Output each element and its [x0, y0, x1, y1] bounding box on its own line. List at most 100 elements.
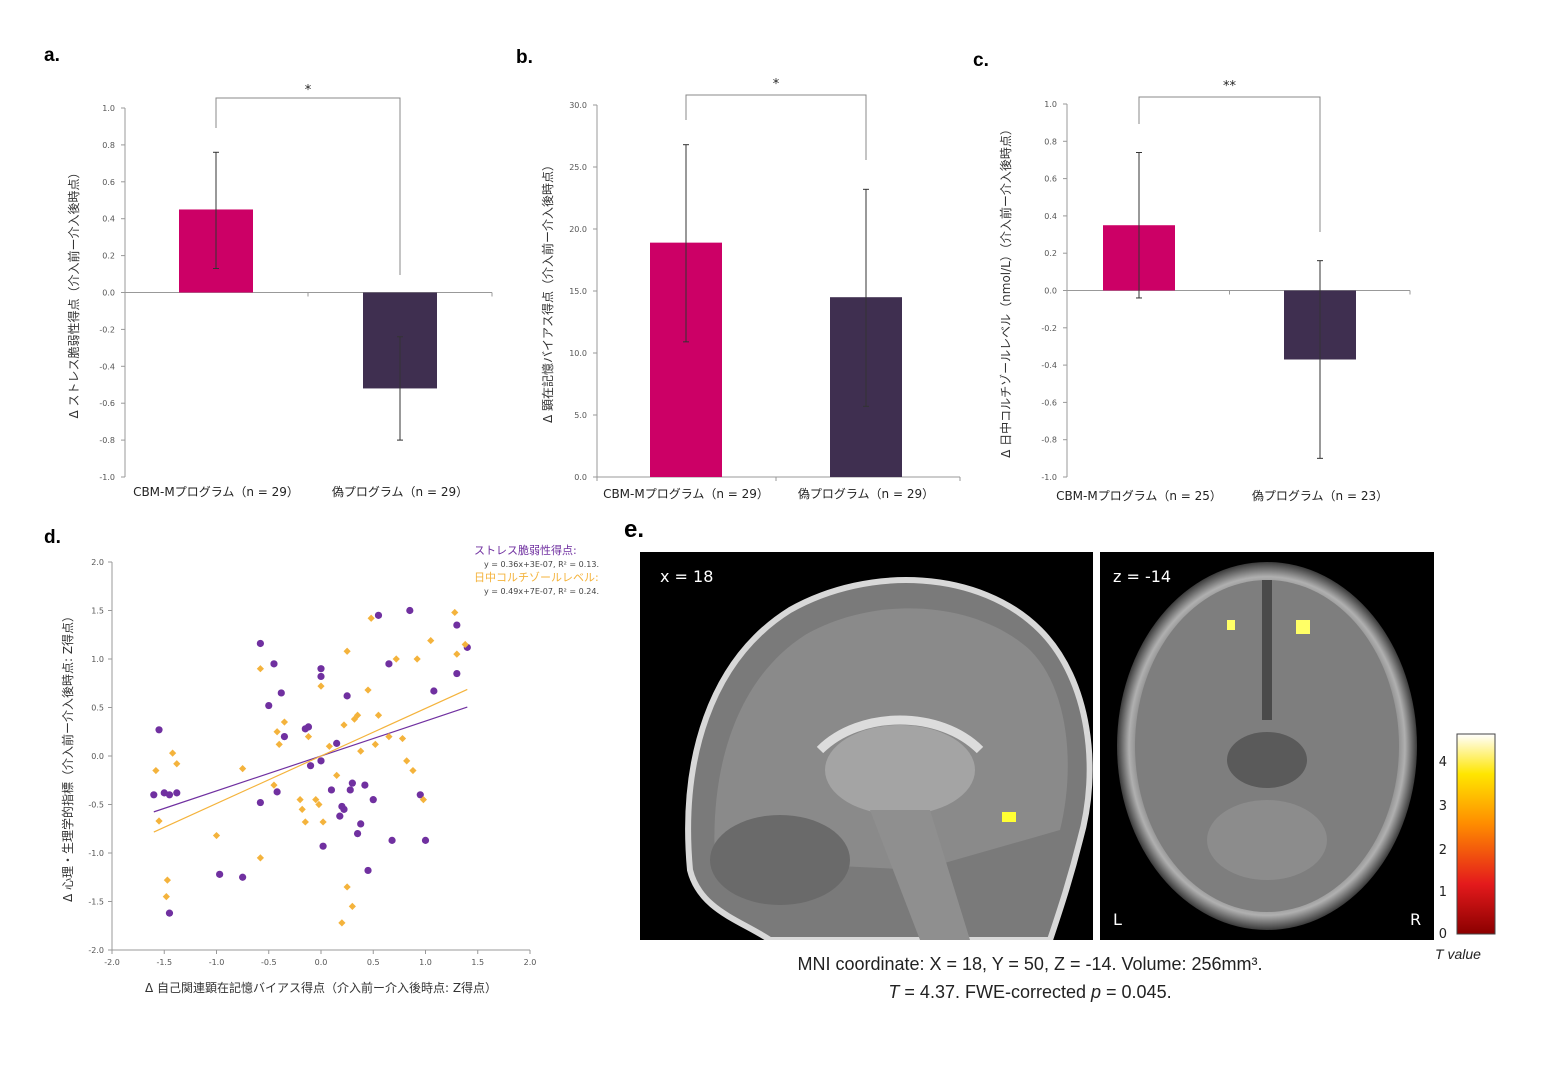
- scatter-point-stress: [416, 791, 424, 799]
- scatter-point-cortisol: [409, 766, 417, 775]
- scatter-point-cortisol: [364, 686, 372, 694]
- scatter-point-cortisol: [296, 796, 304, 804]
- scatter-point-cortisol: [451, 608, 459, 617]
- activation-axial-right: [1296, 620, 1310, 634]
- activation-axial-left: [1227, 620, 1235, 630]
- y-tick-label-a: -1.0: [99, 473, 115, 482]
- scatter-point-stress: [304, 723, 313, 731]
- y-tick-label-c: 0.8: [1044, 137, 1057, 146]
- category-label-b: 偽プログラム（n = 29）: [798, 487, 934, 501]
- y-tick-label-a: -0.2: [99, 325, 115, 334]
- scatter-point-cortisol: [163, 876, 171, 884]
- scatter-point-stress: [165, 791, 174, 799]
- scatter-point-stress: [348, 779, 356, 787]
- category-label-a: CBM-Mプログラム（n = 29）: [133, 485, 299, 499]
- scatter-point-stress: [239, 873, 247, 881]
- colorbar-tick-0: 0: [1439, 927, 1447, 940]
- scatter-point-cortisol: [392, 655, 400, 663]
- scatter-point-stress: [306, 762, 315, 770]
- scatter-point-cortisol: [280, 718, 289, 726]
- scatter-point-stress: [430, 687, 438, 695]
- scatter-point-cortisol: [256, 665, 264, 673]
- y-tick-label-c: -0.6: [1041, 398, 1057, 407]
- scatter-point-cortisol: [155, 817, 163, 825]
- scatter-point-stress: [317, 757, 325, 765]
- trendline-stress: [153, 706, 468, 813]
- axial-left-label: L: [1113, 910, 1122, 929]
- panel-letter-d: d.: [44, 527, 61, 548]
- y-tick-label-a: -0.8: [99, 436, 115, 445]
- scatter-point-stress: [385, 660, 393, 668]
- scatter-point-stress: [340, 805, 348, 813]
- y-tick-label-d: 0.0: [91, 752, 104, 761]
- y-tick-label-a: 0.4: [102, 215, 115, 224]
- scatter-point-cortisol: [343, 647, 351, 655]
- colorbar-tick-4: 4: [1439, 755, 1447, 770]
- mni-caption-line2: T = 4.37. FWE-corrected p = 0.045.: [888, 982, 1172, 1002]
- scatter-point-cortisol: [453, 650, 461, 658]
- panel-letter-b: b.: [516, 47, 533, 68]
- scatter-point-cortisol: [319, 818, 327, 826]
- x-axis-label-d: Δ 自己関連顕在記憶バイアス得点（介入前ー介入後時点: Z得点）: [145, 980, 497, 995]
- y-axis-label-a: Δ ストレス脆弱性得点（介入前ー介入後時点）: [66, 166, 81, 418]
- scatter-point-cortisol: [301, 818, 309, 826]
- x-tick-label-d: -2.0: [104, 958, 120, 967]
- colorbar: [1456, 733, 1496, 935]
- scatter-point-stress: [364, 866, 372, 875]
- y-tick-label-d: -0.5: [88, 801, 104, 810]
- scatter-point-stress: [374, 611, 383, 619]
- y-tick-label-d: 0.5: [91, 704, 104, 713]
- significance-bracket-b: [685, 94, 867, 160]
- scatter-point-stress: [357, 820, 365, 828]
- panel-letter-a: a.: [44, 45, 60, 66]
- scatter-point-stress: [346, 786, 354, 794]
- bar-chart-memory-bias: 30.0 25.0 20.0 15.0 10.0 5.0 0.0 CBM-Mプログラム（n =…: [540, 77, 961, 501]
- y-tick-label-c: 0.2: [1044, 249, 1057, 258]
- scatter-point-cortisol: [256, 854, 264, 862]
- scatter-plot: 2.0 1.5 1.0 0.5 0.0 -0.5 -1.0 -1.5 -2.0-2.0 -1.5 -…: [60, 543, 599, 995]
- mni-caption-line1: MNI coordinate: X = 18, Y = 50, Z = -14.…: [797, 954, 1263, 974]
- y-tick-label-d: 1.5: [91, 607, 104, 616]
- y-tick-label-c: -1.0: [1041, 473, 1057, 482]
- significance-marker-c: **: [1223, 79, 1237, 94]
- y-tick-label-b: 10.0: [569, 349, 587, 358]
- x-tick-label-d: 2.0: [524, 958, 537, 967]
- y-tick-label-d: -1.0: [88, 849, 104, 858]
- scatter-point-cortisol: [273, 728, 281, 736]
- y-tick-label-c: 0.4: [1044, 212, 1057, 221]
- y-tick-label-d: 2.0: [91, 558, 104, 567]
- panel-letter-e: e.: [624, 516, 645, 543]
- scatter-point-stress: [256, 639, 264, 648]
- scatter-point-cortisol: [212, 831, 221, 840]
- mri-panel: x = 18 z = -14 L R 4 3 2 1 0: [640, 552, 1496, 940]
- scatter-point-stress: [333, 739, 341, 747]
- scatter-point-stress: [317, 665, 325, 673]
- x-tick-label-d: 0.5: [367, 958, 380, 967]
- scatter-point-cortisol: [173, 760, 181, 768]
- scatter-point-cortisol: [398, 734, 407, 743]
- category-label-c: 偽プログラム（n = 23）: [1252, 489, 1388, 503]
- scatter-point-stress: [327, 786, 336, 794]
- y-tick-label-c: -0.8: [1041, 436, 1057, 445]
- y-axis-label-b: Δ 顕在記憶バイアス得点（介入前ー介入後時点）: [540, 159, 555, 423]
- x-tick-label-d: 1.0: [419, 958, 432, 967]
- scatter-point-stress: [277, 689, 285, 697]
- y-tick-label-c: -0.2: [1041, 324, 1057, 333]
- category-label-b: CBM-Mプログラム（n = 29）: [603, 487, 769, 501]
- x-tick-label-d: -1.5: [156, 958, 172, 967]
- scatter-point-cortisol: [348, 902, 356, 910]
- y-tick-label-d: 1.0: [91, 655, 104, 664]
- scatter-point-stress: [265, 701, 273, 710]
- scatter-point-cortisol: [304, 733, 313, 741]
- y-tick-label-a: 0.6: [102, 178, 115, 187]
- scatter-point-cortisol: [340, 721, 348, 729]
- y-tick-label-a: 1.0: [102, 104, 115, 113]
- bar-chart-cortisol: 1.0 0.8 0.6 0.4 0.2 0.0 -0.2 -0.4 -0.6 -0.8 -1.0 CB…: [998, 79, 1411, 503]
- scatter-point-cortisol: [338, 919, 346, 927]
- scatter-point-stress: [343, 692, 351, 700]
- scatter-point-stress: [270, 660, 278, 668]
- scatter-point-cortisol: [152, 766, 160, 775]
- y-tick-label-a: 0.2: [102, 252, 115, 261]
- colorbar-tick-1: 1: [1439, 885, 1447, 900]
- panel-letter-c: c.: [973, 50, 989, 71]
